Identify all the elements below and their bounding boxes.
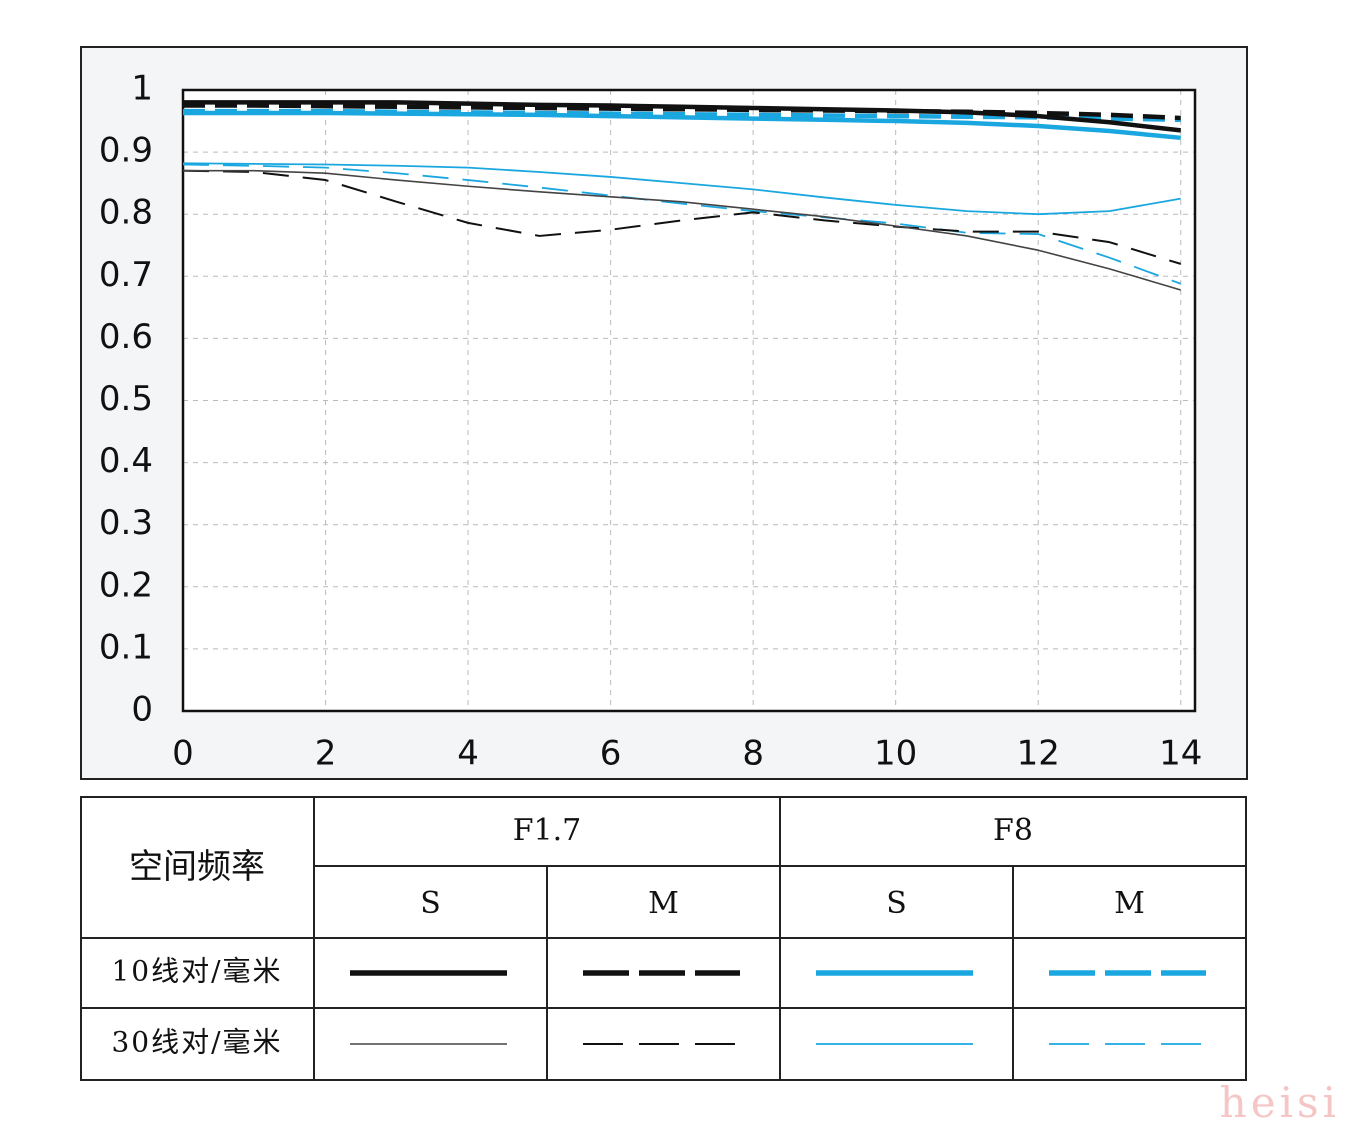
series-line [182,163,1182,285]
y-tick-label: 0.2 [99,565,153,605]
row-header: 10线对/毫米 [111,955,282,988]
y-tick-label: 0.4 [99,441,153,481]
series-line [183,100,1181,133]
series-line [182,162,1181,216]
sub-header: M [648,886,679,921]
y-tick-label: 0.1 [99,627,153,667]
sub-header: M [1114,886,1145,921]
group-header: F1.7 [513,813,582,848]
x-tick-label: 4 [457,734,479,774]
plot-border [181,88,1197,713]
table-header: 空间频率 [129,847,265,887]
y-tick-label: 0.9 [99,131,153,171]
y-tick-label: 0.8 [99,193,153,233]
sub-header: S [420,886,441,921]
x-tick-label: 6 [600,734,622,774]
y-tick-label: 0.3 [99,503,153,543]
x-tick-label: 2 [315,734,337,774]
x-tick-label: 10 [874,734,917,774]
y-tick-label: 0.6 [99,317,153,357]
y-tick-label: 0.7 [99,255,153,295]
x-tick-label: 0 [172,734,194,774]
group-header: F8 [993,813,1033,848]
series-line [182,169,1182,265]
sub-header: S [886,886,907,921]
series-line [183,110,1181,141]
series-line [183,103,1181,121]
x-tick-label: 14 [1159,734,1202,774]
series-line [183,169,1181,291]
watermark: heisi [1220,1078,1340,1127]
x-tick-label: 12 [1017,734,1060,774]
y-tick-label: 0 [131,690,153,730]
y-tick-label: 0.5 [99,379,153,419]
x-tick-label: 8 [742,734,764,774]
y-tick-label: 1 [131,69,153,109]
row-header: 30线对/毫米 [111,1026,282,1059]
